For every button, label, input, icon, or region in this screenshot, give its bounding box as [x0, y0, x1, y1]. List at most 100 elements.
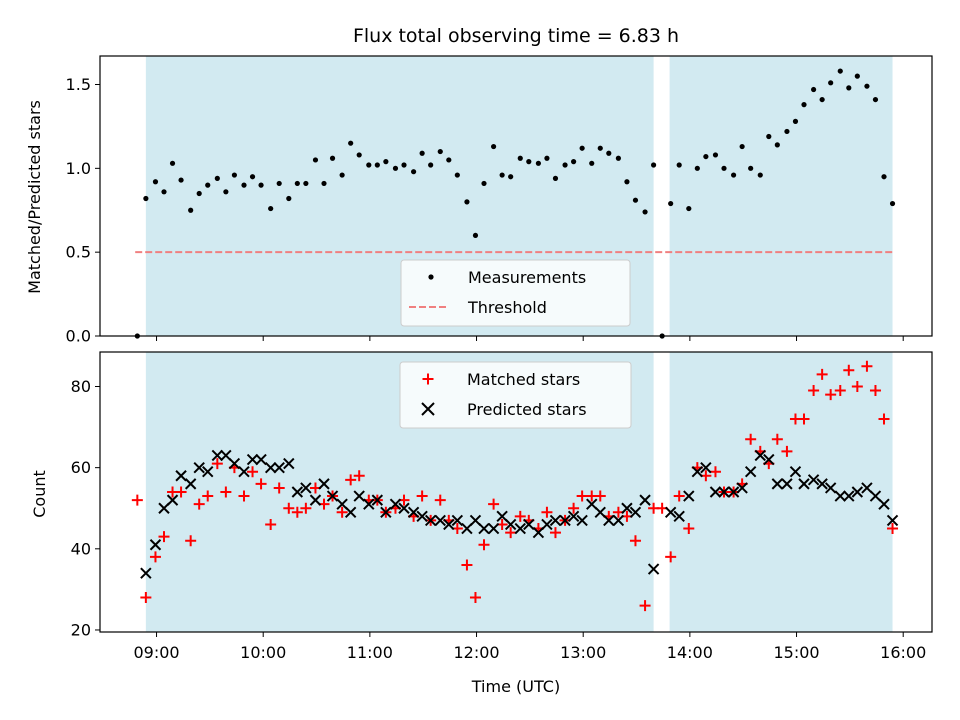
- predicted-star-point: [798, 478, 810, 490]
- predicted-star-point: [816, 478, 828, 490]
- measurement-point: [419, 150, 425, 156]
- predicted-star-point: [264, 461, 277, 474]
- predicted-star-point: [523, 518, 535, 531]
- measurement-point: [676, 162, 682, 168]
- predicted-star-point: [424, 514, 437, 527]
- predicted-star-point: [736, 482, 748, 494]
- predicted-star-point: [718, 486, 730, 498]
- measurement-point: [196, 190, 202, 197]
- legend: Measurements Threshold: [400, 259, 631, 327]
- x-tick-label: 11:00: [347, 643, 393, 662]
- measurement-point: [258, 182, 264, 188]
- measurement-point: [437, 148, 443, 155]
- measurement-point: [615, 155, 622, 161]
- measurement-point: [881, 174, 887, 180]
- measurement-point: [374, 162, 380, 168]
- predicted-star-point: [407, 506, 420, 518]
- predicted-star-point: [549, 514, 562, 527]
- matched-star-point: [185, 535, 197, 547]
- predicted-star-point: [691, 466, 704, 478]
- measurement-point: [428, 162, 434, 168]
- measurement-point: [454, 172, 460, 178]
- predicted-star-point: [754, 449, 766, 462]
- predicted-star-point: [149, 539, 162, 551]
- measurement-point: [392, 165, 399, 171]
- predicted-star-point: [603, 514, 615, 527]
- measurement-point: [544, 155, 550, 161]
- predicted-star-point: [451, 514, 464, 527]
- measurement-point: [571, 159, 577, 165]
- predicted-star-point: [318, 478, 330, 490]
- predicted-star-point: [781, 478, 793, 490]
- measurement-point: [766, 133, 772, 140]
- matched-star-point: [416, 490, 428, 502]
- measurement-point: [223, 189, 229, 195]
- predicted-star-point: [434, 514, 446, 527]
- matched-star-point: [816, 368, 828, 380]
- matched-star-point: [220, 486, 232, 498]
- measurement-point: [303, 180, 309, 187]
- y-tick-label: 20: [71, 620, 91, 639]
- predicted-star-point: [228, 457, 241, 470]
- predicted-star-point: [629, 506, 642, 518]
- measurement-point: [348, 140, 354, 146]
- x-tick-label: 16:00: [880, 643, 926, 662]
- measurement-point: [739, 143, 745, 150]
- measurement-point: [169, 160, 176, 166]
- matched-star-point: [639, 600, 651, 612]
- matched-star-point: [629, 535, 641, 547]
- matched-star-point: [594, 490, 606, 502]
- measurement-point: [721, 165, 727, 171]
- matched-star-point: [673, 490, 685, 502]
- predicted-star-point: [744, 466, 757, 478]
- legend-key-measurements: [428, 274, 434, 280]
- legend-box: [399, 361, 632, 429]
- measurement-point: [188, 207, 194, 213]
- matched-star-point: [211, 458, 223, 470]
- predicted-star-point: [255, 453, 267, 466]
- matched-star-point: [771, 433, 783, 445]
- matched-star-point: [131, 494, 143, 506]
- top-y-axis-label: Matched/Predicted stars: [25, 100, 44, 294]
- predicted-star-point: [416, 510, 428, 523]
- predicted-star-point: [878, 498, 890, 510]
- predicted-star-point: [683, 490, 695, 502]
- predicted-star-point: [246, 453, 259, 466]
- measurement-point: [686, 205, 692, 212]
- matched-star-point: [861, 360, 873, 372]
- predicted-star-point: [621, 502, 633, 514]
- predicted-star-point: [789, 466, 802, 478]
- measurement-point: [792, 118, 799, 124]
- measurement-point: [329, 155, 336, 161]
- predicted-star-point: [175, 470, 187, 482]
- matched-star-point: [798, 413, 810, 425]
- predicted-star-point: [514, 522, 526, 535]
- legend-label: Matched stars: [467, 370, 580, 389]
- predicted-star-point: [843, 490, 855, 502]
- measurement-point: [205, 182, 211, 188]
- predicted-star-point: [140, 567, 152, 579]
- matched-star-point: [255, 478, 267, 490]
- observing-interval-band: [669, 56, 893, 336]
- matched-star-point: [825, 389, 837, 401]
- measurement-point: [356, 152, 362, 158]
- matched-star-point: [549, 527, 561, 539]
- measurement-point: [366, 162, 372, 168]
- measurement-point: [321, 180, 327, 187]
- measurement-point: [294, 180, 300, 187]
- measurement-point: [152, 179, 159, 185]
- y-tick-label: 1.5: [66, 75, 91, 94]
- predicted-star-point: [559, 514, 571, 527]
- measurement-point: [562, 162, 568, 168]
- predicted-star-point: [664, 506, 677, 518]
- measurement-point: [178, 177, 184, 183]
- matched-star-point: [202, 490, 214, 502]
- measurement-point: [526, 159, 532, 165]
- measurement-point: [784, 128, 790, 135]
- matched-star-point: [434, 494, 446, 506]
- measurement-point: [579, 145, 585, 151]
- predicted-star-point: [166, 494, 179, 506]
- y-tick-label: 0.5: [66, 243, 91, 262]
- marker-group: [131, 360, 899, 612]
- measurement-point: [383, 159, 389, 165]
